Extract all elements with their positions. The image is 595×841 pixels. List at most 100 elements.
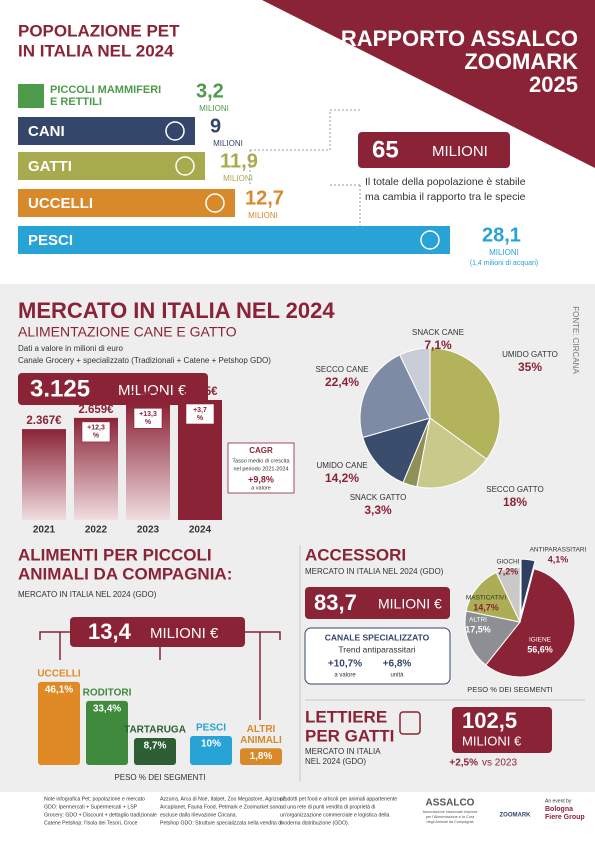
total-unit: MILIONI €	[462, 733, 522, 748]
segment-name: ALTRI	[247, 724, 276, 735]
footer-note: Azzurra, Arca di Noè, Italpet, Zoo Megas…	[160, 796, 287, 802]
growth-label: +12,3	[87, 425, 105, 432]
channel-trend: Trend antiparassitari	[338, 644, 415, 654]
section-title: PER GATTI	[305, 726, 394, 745]
segment-value: 8,7%	[144, 741, 167, 752]
cagr-text: Tasso medio di crescita	[232, 458, 290, 464]
segment-bar	[134, 737, 176, 765]
species-label: GATTI	[28, 158, 72, 175]
slice-name: UMIDO GATTO	[502, 350, 558, 359]
species-label: PICCOLI MAMMIFERI	[50, 84, 161, 96]
change-compare: vs 2023	[482, 758, 517, 769]
cagr-box	[227, 442, 295, 494]
growth-badge	[133, 408, 163, 429]
total-text: ma cambia il rapporto tra le specie	[365, 191, 526, 203]
growth-label: %	[93, 433, 100, 440]
slice-name: ALTRI	[469, 617, 487, 624]
growth-label: +13,3	[139, 411, 157, 418]
note: Canale Grocery + specializzato (Tradizio…	[18, 356, 271, 365]
species-icon	[420, 230, 440, 250]
logo-text: An event by	[545, 798, 572, 804]
logo: ASSALCO	[426, 798, 475, 809]
segment-name: UCCELLI	[37, 668, 81, 679]
footer-note: prodotti pet food e articoli per animali…	[280, 796, 397, 802]
slice-name: SECCO CANE	[316, 365, 369, 374]
species-icon	[165, 121, 185, 141]
slice-value: 14,2%	[325, 471, 359, 485]
pie-slice	[399, 347, 431, 419]
year-label: 2022	[85, 525, 108, 536]
total-value: 102,5	[462, 708, 517, 733]
segment-name: RODITORI	[83, 688, 132, 699]
logo-text: degli Animali da Compagnia	[426, 820, 474, 824]
segment-name: ANIMALI	[240, 735, 282, 746]
note: Dati a valore in milioni di euro	[18, 344, 123, 353]
total-text: Il totale della popolazione è stabile	[365, 176, 526, 188]
footer-note: moderna distribuzione (GDO).	[280, 820, 349, 826]
total-box	[18, 373, 208, 405]
pie-slice	[485, 568, 576, 678]
total-value: 3.125	[30, 375, 90, 402]
logo: ZOOMARK	[500, 813, 532, 819]
total-box	[305, 587, 450, 619]
header-title: POPOLAZIONE PET	[18, 21, 180, 40]
slice-value: 17,5%	[465, 624, 491, 634]
caption: PESO % DEI SEGMENTI	[114, 773, 205, 782]
pie-slice	[495, 566, 521, 623]
species-label: CANI	[28, 123, 65, 140]
pie-slice	[359, 354, 431, 439]
slice-name: SNACK CANE	[412, 328, 464, 337]
population-note: (1,4 milioni di acquari)	[470, 260, 538, 267]
pie-slice	[464, 610, 521, 666]
species-icon	[205, 193, 225, 213]
year-label: 2021	[33, 525, 56, 536]
channel-title: CANALE SPECIALIZZATO	[325, 632, 430, 642]
channel-unit: unità	[390, 673, 404, 679]
slice-value: 35%	[518, 360, 542, 374]
footer-note: Petshop GDO: Strutture specializzata nel…	[160, 820, 282, 826]
slice-value: 18%	[503, 495, 527, 509]
year-label: 2023	[137, 525, 160, 536]
species-label: UCCELLI	[28, 195, 93, 212]
connector	[249, 109, 361, 240]
section-subtitle: ALIMENTAZIONE CANE E GATTO	[18, 324, 237, 340]
source: FONTE: CIRCANA	[571, 306, 580, 374]
segment-value: 33,4%	[93, 704, 121, 715]
species-label: PESCI	[28, 232, 73, 249]
header-title: IN ITALIA NEL 2024	[18, 41, 174, 60]
report-title: 2025	[529, 72, 578, 97]
population-value: 12,7	[245, 187, 284, 209]
report-title: RAPPORTO ASSALCO	[341, 26, 578, 51]
footer-note: un'organizzazione commerciale e logistic…	[280, 812, 390, 818]
section-title: MERCATO IN ITALIA NEL 2024	[18, 298, 335, 323]
channel-value: +10,7%	[328, 659, 362, 670]
segment-bar	[190, 736, 232, 765]
slice-value: 14,7%	[473, 602, 499, 612]
growth-badge	[81, 421, 111, 443]
growth-label: %	[145, 419, 152, 426]
slice-value: 7,1%	[424, 338, 452, 352]
channel-unit: a valore	[334, 673, 356, 679]
segment-bar	[38, 681, 80, 765]
slice-name: ANTIPARASSITARI	[530, 547, 587, 554]
population-value: 9	[210, 115, 221, 137]
total-box	[358, 132, 510, 168]
pie-slice	[416, 417, 488, 489]
species-icon	[175, 156, 195, 176]
slice-value: 56,6%	[527, 644, 553, 654]
growth-badge	[185, 403, 215, 425]
footer-note: Catene Petshop: l'Isola dei Tesori, Croc…	[44, 820, 138, 826]
total-unit: MILIONI	[432, 143, 488, 160]
logo-text: Associazione Nazionale Imprese	[422, 810, 477, 814]
growth-label: +3,7	[193, 407, 207, 414]
total-box	[70, 617, 245, 647]
bar-value: 2.659€	[78, 404, 114, 416]
sales-bar	[22, 429, 66, 520]
total-value: 83,7	[314, 590, 357, 615]
section-subtitle: MERCATO IN ITALIA	[305, 747, 381, 756]
cagr-title: CAGR	[249, 446, 273, 455]
logo-text: per l'Alimentazione e la Cura	[426, 815, 475, 819]
cagr-text: nel periodo 2021-2024	[233, 466, 288, 472]
bar-value: 3.125€	[182, 386, 218, 398]
icon-box	[18, 84, 44, 108]
